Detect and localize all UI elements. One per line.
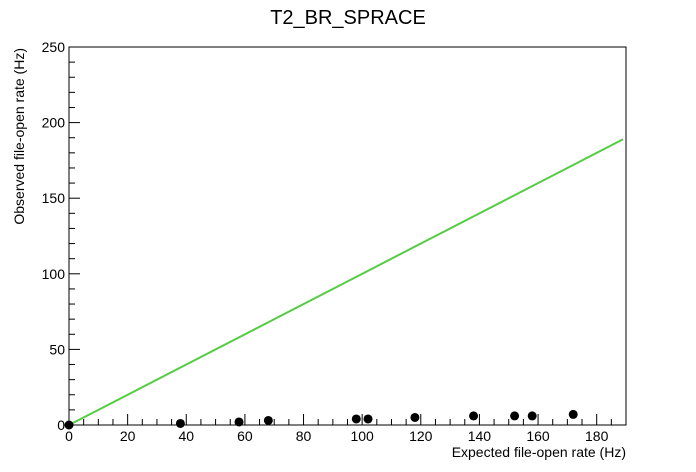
y-tick-label: 100 — [42, 266, 66, 282]
reference-line-layer — [68, 138, 624, 426]
tick-labels: 0 20 40 60 80 100 120 140 160 180 0 50 100 150 200 250 — [42, 39, 609, 444]
data-point — [568, 409, 578, 419]
data-point — [363, 414, 373, 424]
data-point — [527, 411, 537, 421]
data-point — [263, 415, 273, 425]
y-tick-label: 200 — [42, 115, 66, 131]
data-point — [469, 411, 479, 421]
data-point — [510, 411, 520, 421]
plot-frame — [68, 46, 627, 426]
x-tick-label: 80 — [296, 428, 312, 444]
data-point — [410, 412, 420, 422]
x-tick-label: 100 — [350, 428, 374, 444]
axis-ticks — [68, 46, 627, 426]
data-point — [234, 417, 244, 427]
y-tick-label: 50 — [49, 341, 65, 357]
x-tick-label: 20 — [120, 428, 136, 444]
x-tick-label: 60 — [237, 428, 253, 444]
chart-title: T2_BR_SPRACE — [270, 7, 426, 29]
y-axis-label: Observed file-open rate (Hz) — [11, 48, 27, 225]
x-tick-label: 160 — [526, 428, 550, 444]
data-point — [175, 418, 185, 428]
data-point — [351, 414, 361, 424]
x-tick-label: 120 — [409, 428, 433, 444]
y-tick-label: 250 — [42, 39, 66, 55]
data-point — [64, 420, 74, 430]
x-tick-label: 0 — [65, 428, 73, 444]
reference-line — [68, 138, 624, 426]
x-axis-label: Expected file-open rate (Hz) — [452, 444, 626, 460]
y-tick-label: 150 — [42, 190, 66, 206]
x-tick-label: 140 — [468, 428, 492, 444]
y-tick-label: 0 — [57, 417, 65, 433]
data-points — [64, 409, 578, 430]
x-tick-label: 180 — [585, 428, 609, 444]
x-tick-label: 40 — [178, 428, 194, 444]
